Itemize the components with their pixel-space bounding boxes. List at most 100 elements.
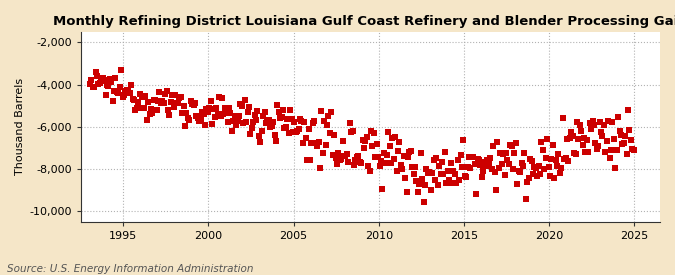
Point <box>153 98 163 103</box>
Point <box>163 108 173 112</box>
Point <box>441 181 452 185</box>
Point <box>608 137 619 142</box>
Point <box>464 155 475 160</box>
Point <box>279 126 290 130</box>
Point <box>383 130 394 134</box>
Point <box>338 139 348 143</box>
Y-axis label: Thousand Barrels: Thousand Barrels <box>15 78 25 175</box>
Point <box>370 155 381 160</box>
Point <box>574 122 585 127</box>
Point <box>160 92 171 97</box>
Point <box>168 105 179 109</box>
Point <box>393 149 404 153</box>
Point <box>295 117 306 122</box>
Point <box>361 135 372 140</box>
Point <box>103 84 114 88</box>
Point <box>148 98 159 102</box>
Point <box>147 111 158 115</box>
Point <box>536 139 547 144</box>
Point <box>325 131 335 135</box>
Point <box>577 142 588 147</box>
Point <box>508 166 518 171</box>
Point <box>539 166 549 171</box>
Point <box>171 100 182 105</box>
Point <box>569 151 580 156</box>
Point <box>154 90 165 94</box>
Point <box>495 150 506 155</box>
Point <box>119 93 130 97</box>
Point <box>258 113 269 118</box>
Point <box>423 170 433 175</box>
Point <box>347 129 358 133</box>
Point <box>546 156 557 161</box>
Point <box>242 110 253 114</box>
Point <box>518 164 529 169</box>
Point <box>516 161 527 165</box>
Point <box>217 95 227 100</box>
Point <box>266 123 277 128</box>
Point <box>421 167 432 172</box>
Point <box>128 98 139 102</box>
Point <box>566 130 576 134</box>
Point <box>624 128 635 133</box>
Point <box>589 123 599 127</box>
Point <box>570 152 581 156</box>
Point <box>502 158 513 162</box>
Point <box>271 139 281 144</box>
Point <box>528 172 539 177</box>
Point <box>617 142 628 146</box>
Point <box>400 176 410 181</box>
Point <box>404 150 415 154</box>
Point <box>275 116 286 120</box>
Point <box>89 85 100 89</box>
Point <box>460 174 470 178</box>
Point <box>573 137 584 141</box>
Point <box>86 78 97 82</box>
Point <box>450 172 460 177</box>
Point <box>607 119 618 124</box>
Point <box>343 160 354 165</box>
Point <box>208 106 219 111</box>
Point <box>164 113 175 117</box>
Point <box>140 94 151 98</box>
Point <box>505 143 516 147</box>
Point <box>299 120 310 124</box>
Point <box>290 130 301 134</box>
Point <box>268 120 279 124</box>
Point <box>334 158 345 163</box>
Point <box>105 77 115 81</box>
Point <box>302 157 313 162</box>
Point <box>111 90 122 94</box>
Point <box>310 141 321 145</box>
Point <box>549 175 560 180</box>
Point <box>556 166 567 170</box>
Point <box>628 147 639 152</box>
Point <box>429 178 440 182</box>
Point <box>218 112 229 116</box>
Point <box>289 120 300 125</box>
Point <box>396 163 406 167</box>
Point <box>585 121 595 126</box>
Point <box>356 161 367 165</box>
Point <box>320 142 331 147</box>
Point <box>513 169 524 174</box>
Point <box>489 170 500 174</box>
Point <box>340 154 351 159</box>
Point <box>188 103 199 107</box>
Point <box>558 116 568 120</box>
Point <box>363 163 374 168</box>
Point <box>468 155 479 160</box>
Point <box>315 166 325 170</box>
Point <box>329 132 340 137</box>
Point <box>286 117 297 121</box>
Point <box>133 100 144 104</box>
Point <box>248 120 259 124</box>
Point <box>134 91 145 96</box>
Point <box>415 151 426 155</box>
Point <box>292 129 302 134</box>
Point <box>155 100 166 105</box>
Point <box>397 167 408 171</box>
Point <box>187 102 198 106</box>
Point <box>272 103 283 108</box>
Point <box>120 89 131 93</box>
